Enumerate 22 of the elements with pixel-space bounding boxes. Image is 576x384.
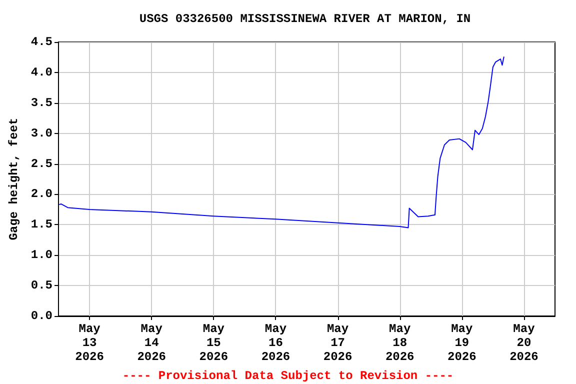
text: ---- Provisional Data Subject to Revision ---- — [122, 369, 454, 383]
line-series — [58, 56, 504, 228]
x-tick-label: May 20 2026 — [510, 322, 538, 364]
x-tick-label: May 17 2026 — [323, 322, 352, 364]
y-tick-label: 3.5 — [30, 96, 53, 110]
x-tick-label: May 14 2026 — [137, 322, 166, 364]
y-tick-label: 2.5 — [30, 156, 53, 171]
y-axis-title: Gage height, feet — [7, 118, 21, 240]
chart-title: USGS 03326500 MISSISSINEWA RIVER AT MARION, IN — [139, 12, 471, 26]
x-tick-label: May 16 2026 — [261, 322, 290, 364]
y-tick-label: 1.5 — [30, 218, 53, 232]
y-tick-label: 3.0 — [30, 126, 53, 140]
x-tick-label: May 19 2026 — [448, 322, 476, 364]
y-tick-label: 0.0 — [30, 309, 53, 323]
y-tick-label: 4.0 — [30, 65, 53, 80]
y-tick-label: 2.0 — [30, 187, 53, 202]
y-tick-label: 4.5 — [30, 35, 53, 49]
x-tick-label: May 13 2026 — [75, 322, 104, 364]
y-tick-label: 1.0 — [30, 248, 53, 262]
x-tick-label: May 15 2026 — [199, 322, 228, 364]
y-tick-label: 0.5 — [30, 278, 53, 293]
x-tick-label: May 18 2026 — [385, 322, 414, 364]
